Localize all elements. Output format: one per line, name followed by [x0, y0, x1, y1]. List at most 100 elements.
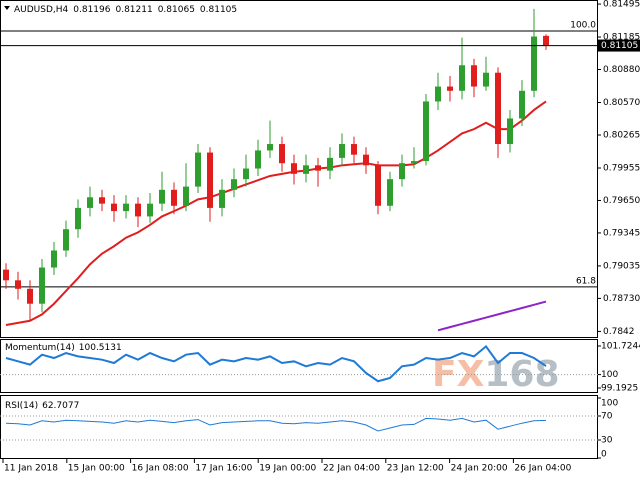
y-tick-label: 0.79035	[603, 261, 640, 271]
candle-body	[363, 154, 369, 166]
candle-body	[255, 150, 261, 169]
price-label: 0.81105	[601, 41, 638, 51]
x-tick-label: 26 Jan 04:00	[514, 464, 571, 474]
y-tick-label: 101.7244	[601, 341, 640, 351]
candle-body	[219, 189, 225, 208]
candle-body	[243, 168, 249, 180]
candle-body	[87, 197, 93, 208]
fib-label: 100.0	[570, 20, 596, 30]
x-tick-label: 15 Jan 00:00	[68, 464, 125, 474]
candle-body	[387, 179, 393, 206]
candle-body	[159, 189, 165, 204]
header-part: 0.81065	[158, 5, 195, 15]
y-tick-label: 100	[601, 370, 618, 380]
fib-label: 61.8	[576, 276, 596, 286]
y-tick-label: 0.79345	[603, 228, 640, 238]
y-tick-label: 0.80880	[603, 65, 640, 75]
momentum-panel	[0, 339, 598, 393]
y-tick-label: 30	[601, 436, 613, 446]
candle-body	[399, 163, 405, 180]
y-tick-label: 0.7842	[603, 327, 635, 337]
candle-body	[339, 144, 345, 158]
y-tick-label: 0	[601, 450, 607, 460]
moving-average	[5, 100, 547, 326]
candle-body	[375, 165, 381, 206]
candle-body	[123, 203, 129, 212]
x-tick-label: 24 Jan 20:00	[451, 464, 508, 474]
x-tick-label: 23 Jan 12:00	[387, 464, 444, 474]
candle-body	[495, 72, 501, 145]
candle-body	[519, 90, 525, 119]
x-tick-label: 22 Jan 04:00	[323, 464, 380, 474]
candle-body	[111, 203, 117, 212]
candle-body	[507, 118, 513, 145]
candle-body	[267, 144, 273, 151]
candle-body	[183, 186, 189, 206]
candle-body	[435, 86, 441, 102]
candle-body	[63, 229, 69, 251]
candle-body	[27, 288, 33, 304]
y-tick-label: 0.81185	[603, 33, 640, 43]
candle-body	[195, 152, 201, 187]
candle-body	[543, 35, 549, 46]
y-tick-label: 0.79650	[603, 196, 640, 206]
y-tick-label: 70	[601, 412, 613, 422]
candle-body	[531, 36, 537, 91]
candle-body	[351, 144, 357, 155]
main-panel	[0, 0, 598, 338]
price-box	[598, 39, 640, 52]
x-tick-label: 17 Jan 16:00	[195, 464, 252, 474]
y-tick-label: 0.80570	[603, 98, 640, 108]
candle-body	[483, 72, 489, 87]
watermark: FX168	[432, 354, 560, 395]
y-tick-label: 100	[601, 399, 618, 409]
watermark-part: FX	[432, 354, 485, 395]
candle-body	[447, 86, 453, 91]
candle-body	[471, 65, 477, 87]
menu-triangle	[4, 6, 10, 10]
candle-body	[411, 161, 417, 164]
moving-average	[437, 300, 547, 332]
y-tick-label: 99.1925	[601, 383, 638, 393]
indicator-name: Momentum(14)	[5, 343, 75, 353]
rsi-panel	[0, 395, 598, 459]
candle-body	[99, 197, 105, 204]
x-tick-label: 16 Jan 08:00	[132, 464, 189, 474]
x-tick-label: 11 Jan 2018	[4, 464, 58, 474]
header-part: AUDUSD,H4	[14, 5, 69, 15]
candle-body	[303, 165, 309, 174]
header-part: 0.81105	[200, 5, 237, 15]
candle-body	[135, 203, 141, 217]
y-tick-label: 0.80265	[603, 130, 640, 140]
candle-body	[3, 269, 9, 281]
indicator-value: 100.5131	[79, 343, 122, 353]
indicator-value: 62.7077	[42, 401, 79, 411]
header: AUDUSD,H4 0.81196 0.81211 0.81065 0.81105	[14, 5, 237, 15]
indicator-name: RSI(14)	[5, 401, 38, 411]
candle-body	[315, 165, 321, 171]
y-tick-label: 0.79955	[603, 163, 640, 173]
indicator-header: Momentum(14) 100.5131	[5, 343, 122, 353]
header-part: 0.81196	[73, 5, 110, 15]
candle-body	[423, 101, 429, 162]
y-tick-label: 0.78730	[603, 294, 640, 304]
indicator-line	[5, 344, 547, 383]
indicator-line	[5, 417, 547, 432]
candle-body	[207, 152, 213, 208]
candle-body	[231, 179, 237, 190]
candle-body	[291, 163, 297, 174]
header-part: 0.81211	[115, 5, 152, 15]
x-tick-label: 19 Jan 00:00	[259, 464, 316, 474]
y-tick-label: 0.81495	[603, 0, 640, 10]
candle-body	[171, 189, 177, 206]
candle-body	[75, 207, 81, 230]
candle-body	[459, 65, 465, 91]
candle-body	[327, 157, 333, 171]
candle-body	[15, 280, 21, 289]
candle-body	[147, 203, 153, 217]
candle-body	[39, 267, 45, 304]
candle-body	[51, 250, 57, 268]
indicator-header: RSI(14) 62.7077	[5, 401, 79, 411]
